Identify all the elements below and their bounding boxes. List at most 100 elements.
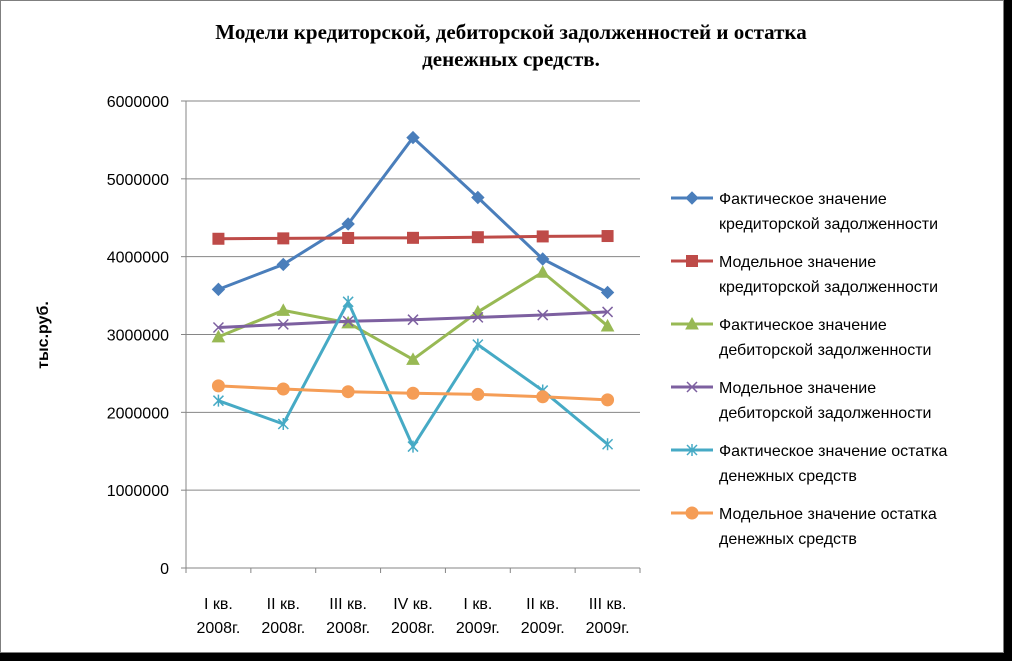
data-point [600, 318, 615, 332]
x-tick-label: II кв. 2008г. [261, 596, 305, 637]
legend-swatch [671, 191, 713, 205]
data-point [211, 329, 226, 343]
legend-label-line: Модельное значение [719, 380, 877, 397]
legend-swatch [671, 444, 713, 456]
data-point [602, 438, 614, 451]
chart-title-line-1: Модели кредиторской, дебиторской задолже… [215, 20, 807, 44]
legend-label: Модельное значение кредиторской задолженн… [719, 250, 1003, 300]
legend-swatch [671, 255, 713, 267]
data-point [407, 314, 419, 326]
data-point [602, 306, 614, 318]
data-point [212, 394, 224, 407]
data-point [212, 232, 225, 245]
chart-title-line-2: денежных средств. [422, 47, 600, 71]
legend-swatch-marker [685, 506, 699, 520]
legend-item: Фактическое значение дебиторской задолжен… [667, 313, 1003, 376]
legend-label-line: Модельное значение [719, 254, 877, 271]
legend-swatch-marker [686, 255, 698, 267]
legend-swatch [671, 381, 713, 393]
data-point [406, 352, 420, 365]
legend-label-line: денежных средств [719, 531, 857, 548]
data-point [276, 257, 290, 272]
data-point [211, 282, 226, 297]
legend-item: Модельное значение дебиторской задолженно… [667, 376, 1003, 439]
chart-legend: Фактическое значение кредиторской задолже… [667, 187, 1003, 565]
series-6 [211, 379, 615, 407]
x-tick-label: III кв. 2008г. [326, 596, 370, 637]
y-tick-label: 3000000 [107, 328, 169, 345]
data-point [342, 295, 354, 308]
series-2 [212, 230, 614, 245]
data-point [277, 418, 289, 431]
data-point [472, 311, 484, 323]
data-point [341, 385, 355, 399]
legend-label-line: денежных средств [719, 468, 857, 485]
data-point [276, 382, 290, 396]
legend-swatch-marker [685, 191, 699, 205]
y-tick-label: 6000000 [107, 94, 169, 111]
legend-label: Фактическое значение остатка денежных сре… [719, 439, 1003, 489]
legend-swatch-marker [686, 381, 698, 393]
legend-swatch-marker [686, 444, 698, 456]
data-point [211, 379, 225, 393]
data-point [472, 338, 484, 351]
data-point [471, 231, 484, 244]
data-point [471, 190, 485, 205]
data-point [212, 321, 224, 334]
data-point [277, 232, 290, 245]
chart-title: Модели кредиторской, дебиторской задолже… [121, 19, 901, 73]
legend-item: Модельное значение остатка денежных средс… [667, 502, 1003, 565]
data-point [407, 231, 419, 244]
legend-label-line: дебиторской задолженности [719, 405, 932, 422]
x-tick-label: IV кв. 2008г. [391, 596, 435, 637]
y-tick-label: 2000000 [107, 405, 169, 422]
data-point [471, 387, 485, 401]
data-point [406, 130, 420, 145]
legend-label-line: Модельное значение остатка [719, 506, 937, 523]
legend-label-line: кредиторской задолженности [719, 216, 939, 233]
data-point [407, 440, 419, 453]
data-point [341, 217, 355, 231]
data-point [471, 304, 485, 318]
data-point [536, 230, 549, 243]
x-tick-label: III кв. 2009г. [586, 596, 630, 637]
legend-swatch-marker [685, 316, 699, 330]
data-point [536, 252, 550, 266]
y-axis-label: тыс.руб. [35, 301, 52, 369]
legend-label-line: дебиторской задолженности [719, 342, 932, 359]
data-point [342, 315, 354, 327]
y-tick-label: 4000000 [107, 250, 169, 267]
data-point [277, 318, 289, 330]
x-tick-label: I кв. 2008г. [196, 596, 240, 637]
legend-item: Фактическое значение остатка денежных сре… [667, 439, 1003, 502]
y-tick-label: 0 [160, 561, 169, 578]
data-point [601, 393, 615, 407]
legend-label: Модельное значение остатка денежных средс… [719, 502, 1003, 552]
legend-label-line: Фактическое значение [719, 191, 887, 208]
data-point [406, 386, 420, 400]
legend-label-line: кредиторской задолженности [719, 279, 939, 296]
series-line [217, 136, 609, 294]
data-point [535, 265, 550, 278]
series-1 [211, 130, 615, 300]
data-point [537, 309, 549, 321]
y-tick-label: 5000000 [107, 172, 169, 189]
data-point [601, 230, 614, 243]
data-point [342, 231, 355, 244]
legend-label-line: Фактическое значение остатка [719, 443, 948, 460]
legend-label: Фактическое значение дебиторской задолжен… [719, 313, 1003, 363]
legend-swatch [671, 316, 713, 330]
legend-item: Фактическое значение кредиторской задолже… [667, 187, 1003, 250]
legend-swatch [671, 506, 713, 520]
legend-label: Фактическое значение кредиторской задолже… [719, 187, 1003, 237]
series-4 [212, 306, 614, 334]
legend-label-line: Фактическое значение [719, 317, 887, 334]
x-tick-label: II кв. 2009г. [521, 596, 565, 637]
y-tick-label: 1000000 [107, 483, 169, 500]
legend-item: Модельное значение кредиторской задолженн… [667, 250, 1003, 313]
legend-label: Модельное значение дебиторской задолженно… [719, 376, 1003, 426]
data-point [276, 303, 291, 316]
data-point [600, 285, 615, 300]
